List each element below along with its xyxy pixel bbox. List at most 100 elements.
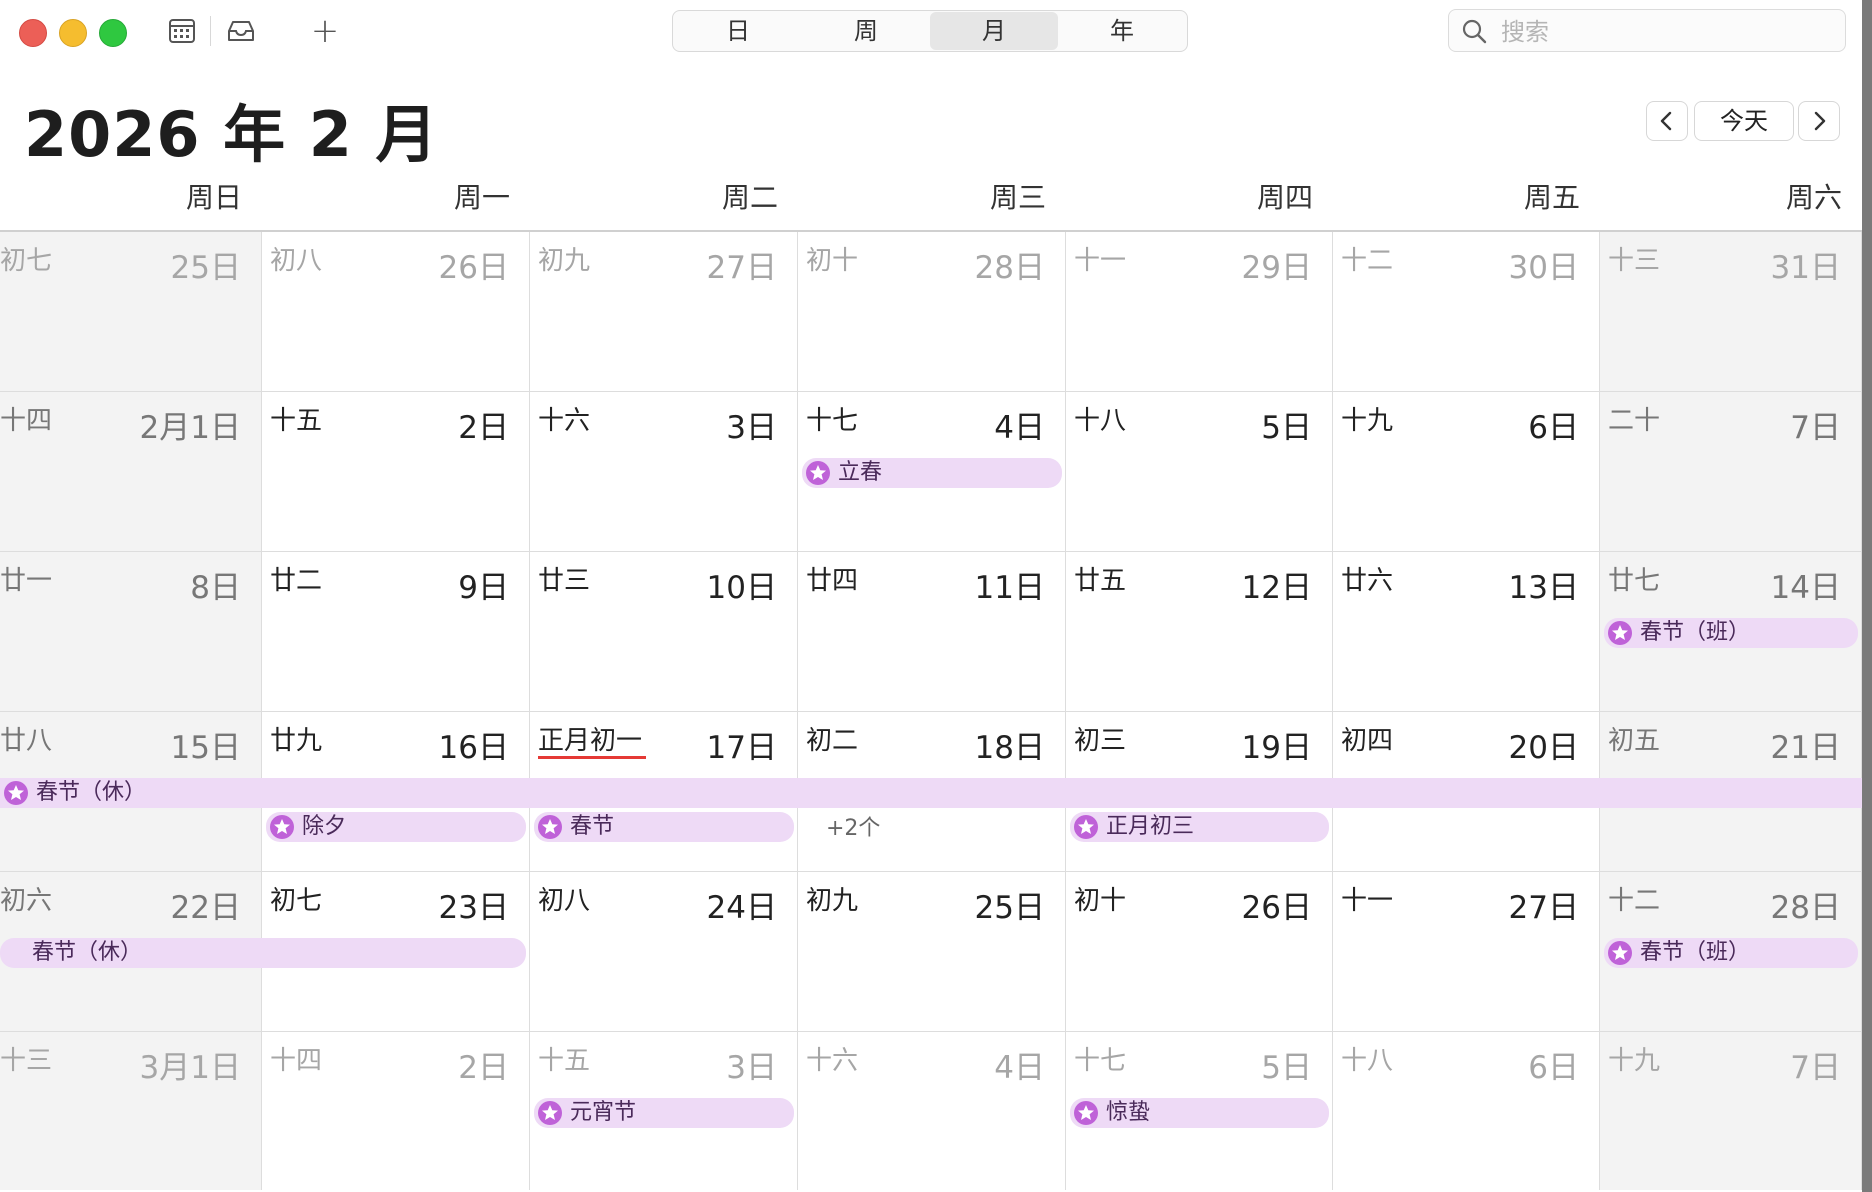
day-cell[interactable]: 初七 25日 [0, 232, 262, 392]
minimize-window-button[interactable] [59, 19, 87, 47]
view-day-tab[interactable]: 日 [726, 17, 750, 45]
day-cell[interactable]: 十五 2日 [262, 392, 530, 552]
day-cell[interactable]: 十七 4日 [798, 392, 1066, 552]
lunar-date: 初三 [1074, 726, 1127, 756]
lunar-date: 十九 [1608, 1046, 1661, 1076]
lunar-date: 廿七 [1608, 566, 1661, 596]
day-cell[interactable]: 初八 24日 [530, 872, 798, 1032]
day-number: 3日 [726, 410, 777, 446]
day-cell[interactable]: 初二 18日 +2个 [798, 712, 1066, 872]
day-number: 15日 [170, 730, 241, 766]
lunar-date: 廿九 [270, 726, 323, 756]
day-number: 4日 [994, 1050, 1045, 1086]
previous-month-button[interactable] [1646, 101, 1688, 141]
next-month-button[interactable] [1798, 101, 1840, 141]
event-chip[interactable]: 春节 [534, 812, 794, 842]
inbox-icon[interactable] [224, 16, 258, 46]
today-button[interactable]: 今天 [1694, 101, 1794, 141]
day-cell[interactable]: 十三 3月1日 [0, 1032, 262, 1190]
day-number: 27日 [706, 250, 777, 286]
lunar-date: 十一 [1341, 886, 1394, 916]
lunar-date: 初四 [1341, 726, 1394, 756]
lunar-date: 十七 [806, 406, 859, 436]
event-chip[interactable]: 元宵节 [534, 1098, 794, 1128]
day-cell[interactable]: 初七 23日 [262, 872, 530, 1032]
day-number: 7日 [1790, 1050, 1841, 1086]
day-number: 28日 [1770, 890, 1841, 926]
day-cell[interactable]: 二十 7日 [1600, 392, 1862, 552]
day-number: 31日 [1770, 250, 1841, 286]
day-cell[interactable]: 廿五 12日 [1066, 552, 1333, 712]
day-number: 7日 [1790, 410, 1841, 446]
day-cell[interactable]: 初八 26日 [262, 232, 530, 392]
day-cell[interactable]: 初十 26日 [1066, 872, 1333, 1032]
day-cell[interactable]: 廿九 16日 [262, 712, 530, 872]
view-week-tab[interactable]: 周 [854, 17, 878, 45]
day-cell[interactable]: 十四 2月1日 [0, 392, 262, 552]
add-event-button[interactable]: + [310, 11, 340, 51]
day-cell[interactable]: 十九 6日 [1333, 392, 1600, 552]
event-chip[interactable]: 惊蛰 [1070, 1098, 1329, 1128]
day-number: 6日 [1528, 1050, 1579, 1086]
event-chip[interactable]: 立春 [802, 458, 1062, 488]
event-chip[interactable]: 春节（休） [0, 778, 1862, 808]
day-cell[interactable]: 十一 27日 [1333, 872, 1600, 1032]
day-number: 2月1日 [139, 410, 241, 446]
weekday-label: 周一 [453, 181, 510, 214]
day-cell[interactable]: 十八 6日 [1333, 1032, 1600, 1190]
day-number: 16日 [438, 730, 509, 766]
day-cell[interactable]: 廿一 8日 [0, 552, 262, 712]
day-number: 23日 [438, 890, 509, 926]
star-icon [1608, 941, 1632, 965]
toolbar-divider [210, 16, 211, 46]
calendar-icon[interactable] [165, 16, 199, 46]
event-chip[interactable]: 春节（班） [1604, 938, 1858, 968]
day-cell[interactable]: 廿四 11日 [798, 552, 1066, 712]
event-chip[interactable]: 除夕 [266, 812, 526, 842]
day-cell[interactable]: 初九 27日 [530, 232, 798, 392]
event-title: 元宵节 [570, 1100, 637, 1125]
event-chip[interactable]: 春节（班） [1604, 618, 1858, 648]
day-cell[interactable]: 十八 5日 [1066, 392, 1333, 552]
lunar-date: 初八 [538, 886, 591, 916]
day-number: 24日 [706, 890, 777, 926]
day-cell[interactable]: 初十 28日 [798, 232, 1066, 392]
weekday-label: 周五 [1523, 181, 1580, 214]
view-year-tab[interactable]: 年 [1110, 17, 1134, 45]
search-input[interactable] [1499, 14, 1833, 49]
close-window-button[interactable] [19, 19, 47, 47]
event-title: 春节（休） [32, 940, 143, 965]
event-title: 春节（班） [1640, 940, 1751, 965]
weekday-label: 周三 [989, 181, 1046, 214]
day-number: 25日 [974, 890, 1045, 926]
lunar-date: 十一 [1074, 246, 1127, 276]
day-cell[interactable]: 十五 3日 [530, 1032, 798, 1190]
day-cell[interactable]: 初三 19日 [1066, 712, 1333, 872]
view-month-tab[interactable]: 月 [930, 12, 1058, 50]
day-cell[interactable]: 十一 29日 [1066, 232, 1333, 392]
search-icon [1462, 19, 1487, 44]
more-events-link[interactable]: +2个 [826, 816, 881, 841]
day-cell[interactable]: 廿六 13日 [1333, 552, 1600, 712]
day-number: 25日 [170, 250, 241, 286]
day-cell[interactable]: 初九 25日 [798, 872, 1066, 1032]
day-cell[interactable]: 十七 5日 [1066, 1032, 1333, 1190]
day-number: 22日 [170, 890, 241, 926]
day-number: 14日 [1770, 570, 1841, 606]
day-cell[interactable]: 十九 7日 [1600, 1032, 1862, 1190]
day-cell[interactable]: 十三 31日 [1600, 232, 1862, 392]
star-icon [538, 1101, 562, 1125]
lunar-date: 十六 [806, 1046, 859, 1076]
day-cell[interactable]: 十六 4日 [798, 1032, 1066, 1190]
day-cell[interactable]: 廿三 10日 [530, 552, 798, 712]
star-icon [538, 815, 562, 839]
event-chip[interactable]: 正月初三 [1070, 812, 1329, 842]
maximize-window-button[interactable] [99, 19, 127, 47]
day-cell[interactable]: 十六 3日 [530, 392, 798, 552]
day-cell[interactable]: 十二 30日 [1333, 232, 1600, 392]
event-chip[interactable]: 春节（休） [0, 938, 526, 968]
day-number: 10日 [706, 570, 777, 606]
day-cell[interactable]: 廿二 9日 [262, 552, 530, 712]
day-cell[interactable]: 正月初一 17日 [530, 712, 798, 872]
day-cell[interactable]: 十四 2日 [262, 1032, 530, 1190]
